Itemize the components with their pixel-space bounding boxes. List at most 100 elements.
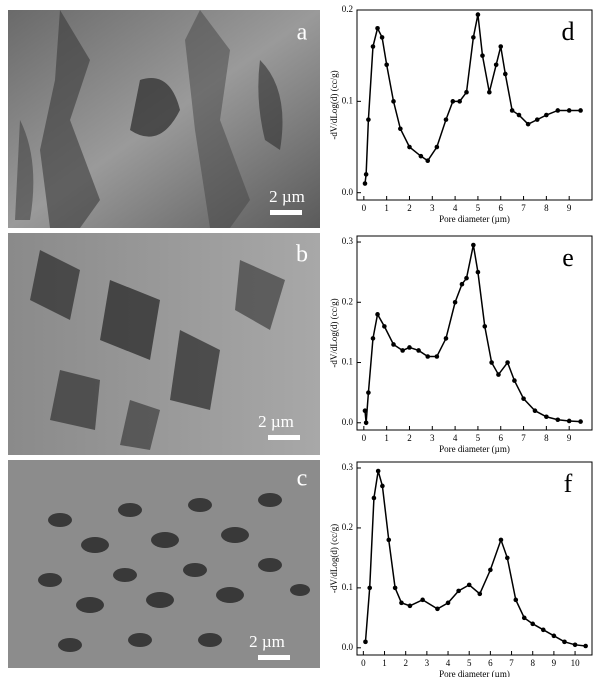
y-tick-label: 0.0 (342, 417, 354, 427)
data-point (435, 607, 440, 612)
data-point (555, 417, 560, 422)
y-tick-label: 0.2 (342, 296, 353, 306)
x-tick-label: 9 (552, 658, 557, 668)
data-point (408, 604, 413, 609)
y-tick-label: 0.3 (342, 462, 354, 472)
figure: a 2 µm b 2 µm c 2 µm 0.00.10.20123456789… (0, 0, 597, 677)
data-point (444, 117, 449, 122)
data-point (535, 117, 540, 122)
data-point (391, 342, 396, 347)
data-point (372, 496, 377, 501)
x-tick-label: 3 (430, 203, 435, 213)
plot-frame (357, 236, 592, 430)
data-point (399, 601, 404, 606)
x-tick-label: 5 (476, 433, 481, 443)
data-point (380, 35, 385, 40)
data-point (446, 601, 451, 606)
data-point (420, 598, 425, 603)
x-tick-label: 6 (488, 658, 493, 668)
x-tick-label: 1 (382, 658, 387, 668)
data-point (467, 583, 472, 588)
data-point (444, 336, 449, 341)
data-point (451, 99, 456, 104)
data-point (503, 72, 508, 77)
sem-image: b 2 µm (8, 233, 320, 455)
data-point (393, 586, 398, 591)
data-point (419, 154, 424, 159)
data-point (476, 12, 481, 17)
data-point (400, 348, 405, 353)
data-point (544, 113, 549, 118)
y-axis-label: -dV/dLog(d) (cc/g) (329, 298, 339, 367)
x-tick-label: 9 (567, 433, 572, 443)
data-point (453, 300, 458, 305)
data-point (526, 122, 531, 127)
data-point (476, 270, 481, 275)
scale-bar-label: 2 µm (249, 632, 285, 651)
data-point (386, 538, 391, 543)
data-point (562, 640, 567, 645)
y-axis-label: -dV/dLog(d) (cc/g) (329, 70, 339, 139)
data-point (552, 634, 557, 639)
data-point (435, 354, 440, 359)
data-point (425, 354, 430, 359)
x-tick-label: 2 (407, 203, 412, 213)
data-point (407, 145, 412, 150)
x-tick-label: 0 (362, 433, 367, 443)
data-point (364, 172, 369, 177)
y-tick-label: 0.1 (342, 582, 353, 592)
data-point (567, 108, 572, 113)
plot-frame (357, 462, 592, 655)
data-point (407, 345, 412, 350)
data-point (498, 44, 503, 49)
data-point (489, 360, 494, 365)
data-point (416, 348, 421, 353)
x-tick-label: 6 (498, 433, 503, 443)
panel-label: e (562, 243, 574, 272)
data-point (522, 616, 527, 621)
data-point (578, 419, 583, 424)
data-point (371, 336, 376, 341)
data-point (425, 158, 430, 163)
data-point (505, 360, 510, 365)
y-tick-label: 0.1 (342, 95, 353, 105)
data-point (513, 598, 518, 603)
data-point (541, 628, 546, 633)
data-point (578, 108, 583, 113)
data-point (366, 117, 371, 122)
x-tick-label: 5 (476, 203, 481, 213)
data-point (567, 419, 572, 424)
x-tick-label: 8 (544, 433, 549, 443)
data-point (487, 90, 492, 95)
x-tick-label: 7 (521, 433, 526, 443)
data-point (456, 589, 461, 594)
data-point (505, 556, 510, 561)
data-point (384, 63, 389, 68)
x-tick-label: 1 (384, 203, 389, 213)
data-point (435, 145, 440, 150)
sem-image: a 2 µm (8, 10, 320, 228)
x-tick-label: 8 (530, 658, 535, 668)
data-point (367, 586, 372, 591)
data-point (530, 622, 535, 627)
x-tick-label: 2 (407, 433, 412, 443)
x-axis-label: Pore diameter (µm) (439, 214, 510, 224)
data-point (510, 108, 515, 113)
data-point (494, 63, 499, 68)
x-tick-label: 3 (425, 658, 430, 668)
x-tick-label: 0 (362, 203, 367, 213)
data-point (464, 90, 469, 95)
data-point (460, 282, 465, 287)
data-point (480, 53, 485, 58)
y-tick-label: 0.2 (342, 522, 353, 532)
data-point (471, 243, 476, 248)
x-tick-label: 2 (403, 658, 408, 668)
data-point (363, 181, 368, 186)
data-point (380, 484, 385, 489)
data-point (398, 126, 403, 131)
data-point (375, 312, 380, 317)
data-point (371, 44, 376, 49)
data-point (533, 408, 538, 413)
data-point (521, 396, 526, 401)
x-tick-label: 9 (567, 203, 572, 213)
